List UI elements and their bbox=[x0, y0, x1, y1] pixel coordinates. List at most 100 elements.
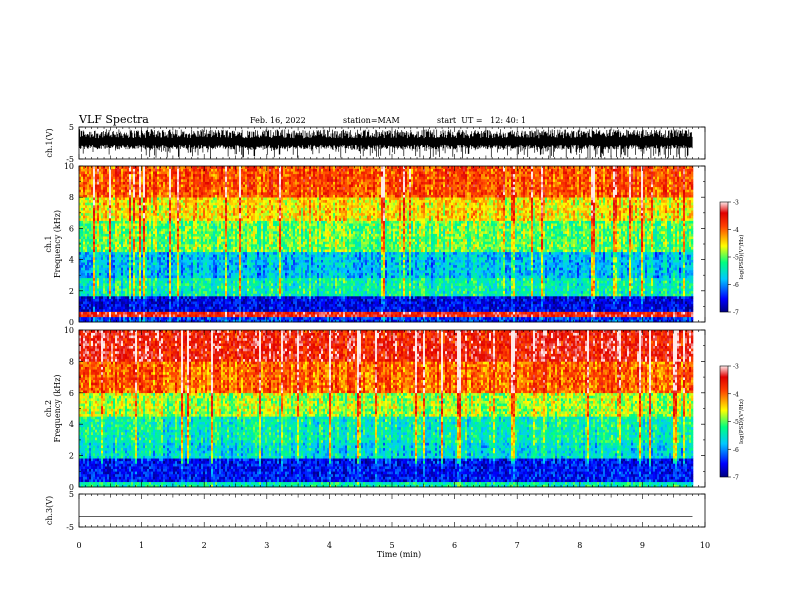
spectrogram-cell bbox=[209, 267, 212, 271]
spectrogram-cell bbox=[191, 212, 194, 216]
spectrogram-cell bbox=[231, 293, 234, 297]
spectrogram-cell bbox=[133, 181, 136, 185]
spectrogram-cell bbox=[211, 275, 214, 279]
spectrogram-cell bbox=[167, 215, 170, 219]
spectrogram-cell bbox=[229, 290, 232, 294]
spectrogram-cell bbox=[127, 306, 130, 310]
spectrogram-cell bbox=[209, 228, 212, 232]
spectrogram-cell bbox=[137, 236, 140, 240]
spectrogram-cell bbox=[123, 197, 126, 201]
spectrogram-cell bbox=[131, 270, 134, 273]
spectrogram-cell bbox=[131, 314, 134, 318]
spectrogram-cell bbox=[79, 259, 82, 263]
spectrogram-cell bbox=[195, 166, 198, 169]
spectrogram-cell bbox=[185, 283, 188, 286]
spectrogram-cell bbox=[233, 223, 236, 227]
spectrogram-cell bbox=[79, 257, 82, 260]
spectrogram-cell bbox=[217, 298, 220, 302]
spectrogram-cell bbox=[111, 192, 114, 195]
spectrogram-cell bbox=[159, 275, 162, 279]
spectrogram-cell bbox=[85, 311, 88, 315]
spectrogram-cell bbox=[195, 205, 198, 208]
spectrogram-cell bbox=[227, 296, 230, 299]
spectrogram-cell bbox=[189, 181, 192, 185]
spectrogram-cell bbox=[217, 280, 220, 284]
spectrogram-cell bbox=[145, 176, 148, 180]
spectrogram-cell bbox=[231, 192, 234, 195]
spectrogram-cell bbox=[131, 236, 134, 240]
spectrogram-cell bbox=[241, 244, 244, 247]
spectrogram-cell bbox=[147, 303, 150, 307]
spectrogram-cell bbox=[99, 303, 102, 307]
spectrogram-cell bbox=[127, 290, 130, 294]
spectrogram-cell bbox=[205, 181, 208, 185]
spectrogram-cell bbox=[89, 223, 92, 227]
spectrogram-cell bbox=[221, 184, 224, 188]
spectrogram-cell bbox=[125, 257, 128, 260]
spectrogram-cell bbox=[155, 207, 158, 211]
spectrogram-cell bbox=[139, 176, 142, 180]
spectrogram-cell bbox=[97, 272, 100, 276]
spectrogram-cell bbox=[207, 311, 210, 315]
spectrogram-cell bbox=[143, 309, 146, 312]
spectrogram-cell bbox=[189, 246, 192, 250]
spectrogram-cell bbox=[189, 272, 192, 276]
spectrogram-cell bbox=[143, 283, 146, 286]
spectrogram-cell bbox=[245, 316, 248, 320]
spectrogram-cell bbox=[149, 264, 152, 268]
spectrogram-cell bbox=[103, 220, 106, 224]
spectrogram-cell bbox=[129, 293, 132, 297]
spectrogram-cell bbox=[173, 285, 176, 289]
spectrogram-cell bbox=[199, 262, 202, 266]
spectrogram-cell bbox=[83, 301, 86, 305]
spectrogram-cell bbox=[137, 293, 140, 297]
spectrogram-cell bbox=[111, 173, 114, 177]
spectrogram-cell bbox=[173, 210, 176, 214]
spectrogram-cell bbox=[107, 288, 110, 292]
spectrogram-cell bbox=[203, 207, 206, 211]
spectrogram-cell bbox=[199, 244, 202, 247]
spectrogram-cell bbox=[243, 309, 246, 312]
spectrogram-cell bbox=[173, 301, 176, 305]
spectrogram-cell bbox=[117, 168, 120, 172]
spectrogram-cell bbox=[159, 218, 162, 221]
spectrogram-cell bbox=[131, 181, 134, 185]
spectrogram-cell bbox=[173, 171, 176, 175]
spectrogram-cell bbox=[185, 314, 188, 318]
spectrogram-cell bbox=[187, 207, 190, 211]
spectrogram-cell bbox=[221, 189, 224, 193]
spectrogram-cell bbox=[187, 254, 190, 258]
spectrogram-cell bbox=[205, 176, 208, 180]
spectrogram-cell bbox=[163, 218, 166, 221]
spectrogram-cell bbox=[243, 192, 246, 195]
spectrogram-cell bbox=[85, 296, 88, 299]
spectrogram-cell bbox=[169, 168, 172, 172]
spectrogram-cell bbox=[217, 319, 220, 323]
spectrogram-cell bbox=[179, 311, 182, 315]
spectrogram-cell bbox=[99, 238, 102, 242]
spectrogram-cell bbox=[127, 176, 130, 180]
spectrogram-cell bbox=[237, 246, 240, 250]
spectrogram-cell bbox=[241, 192, 244, 195]
spectrogram-cell bbox=[129, 173, 132, 177]
spectrogram-cell bbox=[213, 293, 216, 297]
spectrogram-cell bbox=[185, 254, 188, 258]
spectrogram-cell bbox=[95, 246, 98, 250]
spectrogram-cell bbox=[183, 296, 186, 299]
spectrogram-cell bbox=[227, 280, 230, 284]
spectrogram-cell bbox=[215, 244, 218, 247]
spectrogram-cell bbox=[99, 171, 102, 175]
spectrogram-cell bbox=[137, 267, 140, 271]
spectrogram-cell bbox=[93, 186, 96, 190]
spectrogram-cell bbox=[169, 246, 172, 250]
spectrogram-cell bbox=[103, 290, 106, 294]
spectrogram-cell bbox=[129, 301, 132, 305]
spectrogram-cell bbox=[113, 319, 116, 323]
spectrogram-cell bbox=[83, 264, 86, 268]
spectrogram-cell bbox=[157, 181, 160, 185]
spectrogram-cell bbox=[85, 199, 88, 203]
spectrogram-cell bbox=[161, 293, 164, 297]
spectrogram-cell bbox=[97, 197, 100, 201]
spectrogram-cell bbox=[187, 184, 190, 188]
spectrogram-cell bbox=[123, 311, 126, 315]
